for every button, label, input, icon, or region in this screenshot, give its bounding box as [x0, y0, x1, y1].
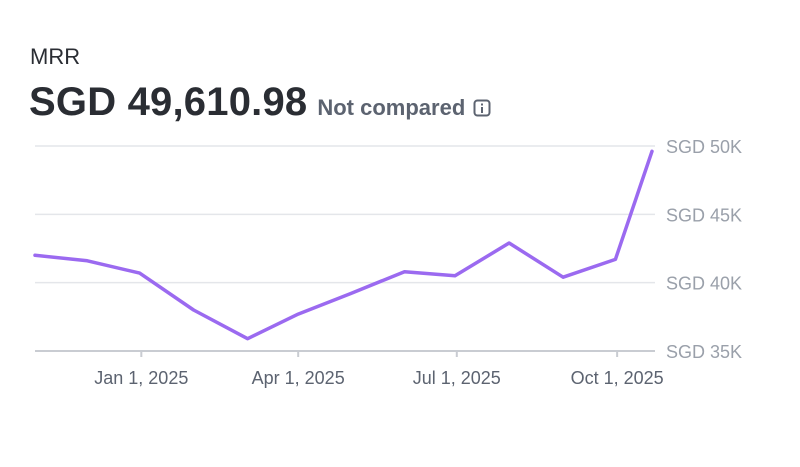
- metric-headline: SGD 49,610.98 Not compared: [29, 80, 491, 125]
- metric-value: SGD 49,610.98: [29, 80, 308, 124]
- comparison-label: Not compared: [317, 95, 466, 120]
- series-line: [33, 149, 654, 341]
- x-tick-label: Jan 1, 2025: [94, 368, 188, 388]
- y-tick-label: SGD 45K: [666, 205, 742, 225]
- metric-title: MRR: [30, 44, 81, 69]
- y-tick-label: SGD 35K: [666, 342, 742, 362]
- x-tick-label: Apr 1, 2025: [252, 368, 345, 388]
- y-tick-label: SGD 50K: [666, 137, 742, 157]
- y-tick-label: SGD 40K: [666, 274, 742, 294]
- x-tick-label: Jul 1, 2025: [413, 368, 501, 388]
- info-icon[interactable]: [473, 99, 491, 117]
- x-tick-label: Oct 1, 2025: [571, 368, 664, 388]
